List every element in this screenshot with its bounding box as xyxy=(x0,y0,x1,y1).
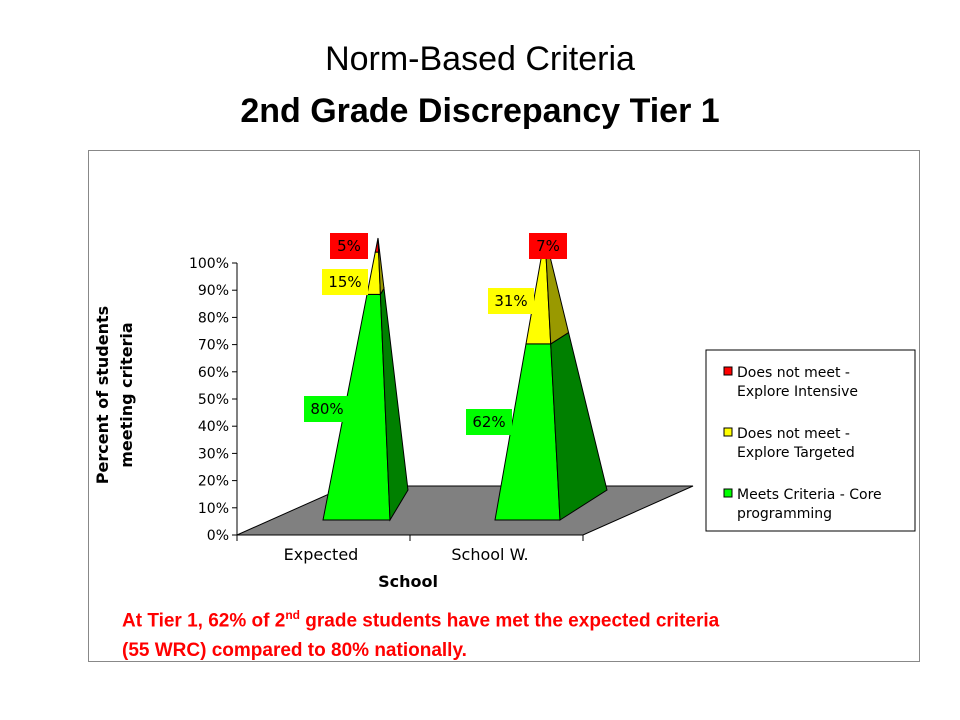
data-label: 7% xyxy=(536,237,560,255)
x-axis-title: School xyxy=(378,572,438,591)
data-label: 80% xyxy=(310,400,343,418)
title-line-2: 2nd Grade Discrepancy Tier 1 xyxy=(240,92,720,130)
legend-label-line-1: Meets Criteria - Core xyxy=(737,487,882,503)
legend-label-line-2: Explore Targeted xyxy=(737,445,855,461)
y-tick-label: 80% xyxy=(198,310,229,326)
y-tick-label: 0% xyxy=(207,528,229,544)
chart-caption: At Tier 1, 62% of 2nd grade students hav… xyxy=(122,600,902,666)
y-tick-label: 100% xyxy=(189,256,229,272)
y-tick-label: 60% xyxy=(198,365,229,381)
data-label-box xyxy=(322,269,368,295)
data-label-box xyxy=(466,409,512,435)
legend-swatch xyxy=(723,488,733,498)
y-tick-label: 10% xyxy=(198,501,229,517)
legend-label-line-1: Does not meet - xyxy=(737,365,850,381)
legend-label-line-2: programming xyxy=(737,506,832,522)
data-label-box xyxy=(488,288,534,314)
y-tick-label: 50% xyxy=(198,392,229,408)
x-category-label: Expected xyxy=(284,545,359,564)
y-tick-label: 90% xyxy=(198,283,229,299)
pyramid-side-segment xyxy=(377,237,381,254)
legend-swatch xyxy=(723,427,733,437)
data-label: 62% xyxy=(472,413,505,431)
y-tick-label: 20% xyxy=(198,474,229,490)
data-label: 15% xyxy=(328,273,361,291)
caption-text-1: At Tier 1, 62% of 2 xyxy=(122,610,286,632)
legend-label-line-1: Does not meet - xyxy=(737,426,850,442)
legend-box xyxy=(705,349,916,532)
legend-label-line-2: Explore Intensive xyxy=(737,384,858,400)
chart-floor xyxy=(236,485,694,536)
data-label-box xyxy=(330,233,368,259)
y-tick-label: 40% xyxy=(198,419,229,435)
y-axis-title-line-1: Percent of students xyxy=(93,306,112,484)
caption-text-2: grade students have met the expected cri… xyxy=(300,610,720,632)
caption-text-3: (55 WRC) compared to 80% nationally. xyxy=(122,640,467,662)
caption-superscript: nd xyxy=(285,608,300,622)
data-label: 31% xyxy=(494,292,527,310)
y-axis-title-line-2: meeting criteria xyxy=(117,322,136,467)
data-label: 5% xyxy=(337,237,361,255)
pyramid-side-segment xyxy=(550,331,608,521)
title-line-1: Norm-Based Criteria xyxy=(325,40,635,78)
y-tick-label: 70% xyxy=(198,338,229,354)
x-category-label: School W. xyxy=(451,545,528,564)
data-label-box xyxy=(304,396,350,422)
y-tick-label: 30% xyxy=(198,446,229,462)
legend-swatch xyxy=(723,366,733,376)
data-label-box xyxy=(529,233,567,259)
